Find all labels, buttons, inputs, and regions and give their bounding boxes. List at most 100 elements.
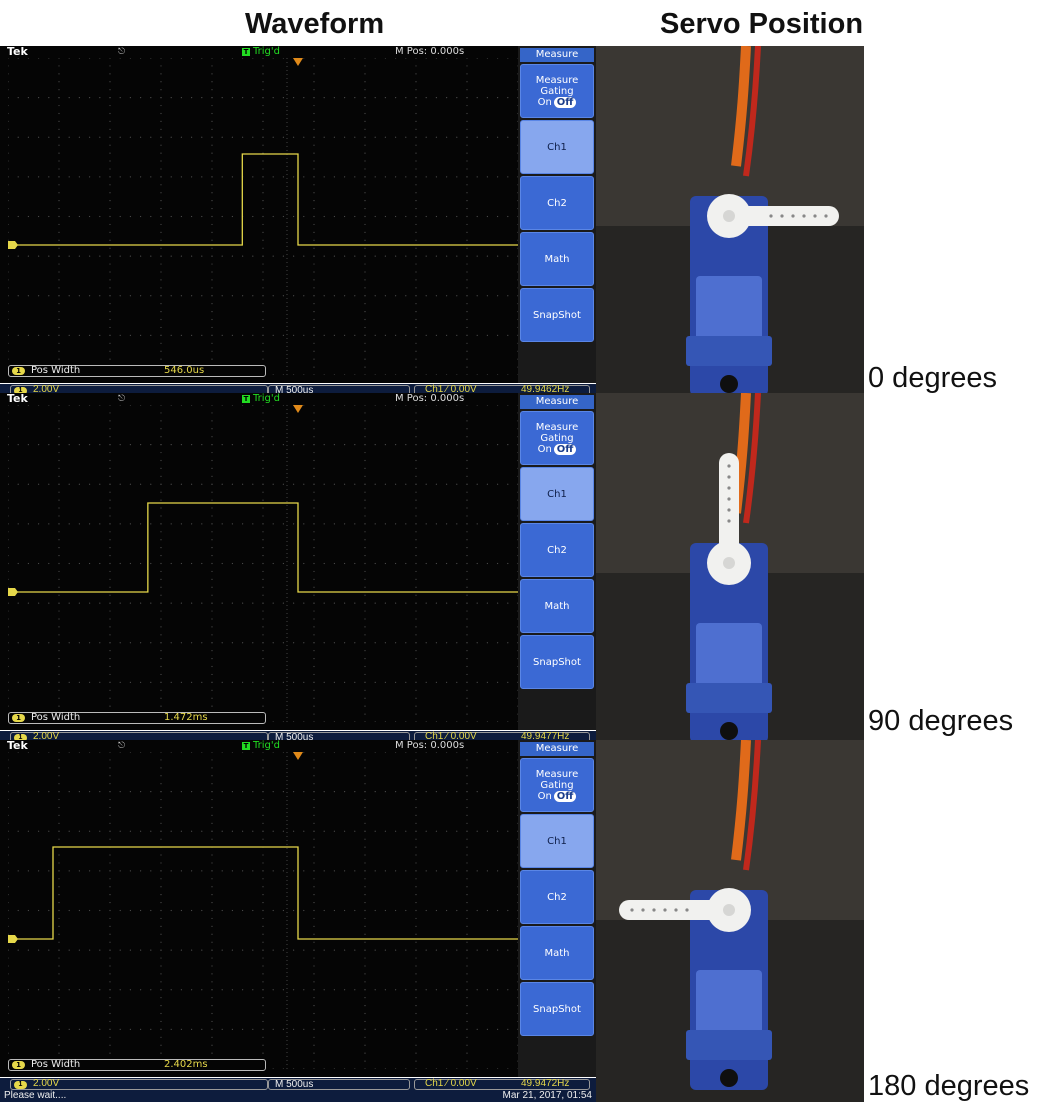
- grid-dot: [58, 767, 60, 769]
- ch1-button[interactable]: Ch1: [520, 814, 594, 868]
- grid-dot: [160, 255, 162, 257]
- horn-hole: [727, 475, 731, 479]
- grid-dot: [170, 405, 172, 406]
- grid-dot: [476, 791, 478, 793]
- math-button[interactable]: Math: [520, 926, 594, 980]
- ch1-button[interactable]: Ch1: [520, 120, 594, 174]
- grid-dot: [160, 878, 162, 880]
- grid-dot: [415, 602, 417, 604]
- grid-dot: [109, 981, 111, 983]
- grid-dot: [517, 626, 518, 628]
- grid-dot: [262, 578, 264, 580]
- snapshot-button[interactable]: SnapShot: [520, 635, 594, 689]
- grid-dot: [293, 602, 295, 604]
- measure-gating-button[interactable]: Measure Gating On Off: [520, 64, 594, 118]
- grid-dot: [38, 295, 40, 297]
- grid-dot: [262, 97, 264, 99]
- grid-dot: [282, 334, 284, 336]
- grid-dot: [282, 136, 284, 138]
- snapshot-button[interactable]: SnapShot: [520, 982, 594, 1036]
- grid-dot: [364, 1028, 366, 1030]
- grid-dot: [262, 144, 264, 146]
- snapshot-button[interactable]: SnapShot: [520, 288, 594, 342]
- grid-dot: [109, 358, 111, 360]
- grid-dot: [58, 303, 60, 305]
- servo-image: [596, 46, 864, 408]
- grid-dot: [517, 989, 518, 991]
- grid-dot: [89, 97, 91, 99]
- grid-dot: [313, 1052, 315, 1054]
- grid-dot: [109, 941, 111, 943]
- grid-dot: [58, 901, 60, 904]
- grid-dot: [231, 602, 233, 604]
- grid-dot: [170, 830, 172, 832]
- grid-dot: [354, 721, 356, 722]
- ch2-button[interactable]: Ch2: [520, 523, 594, 577]
- grid-dot: [8, 192, 9, 194]
- gating-toggle[interactable]: On Off: [538, 96, 577, 108]
- math-button[interactable]: Math: [520, 232, 594, 286]
- measure-gating-button[interactable]: Measure Gating On Off: [520, 411, 594, 465]
- grid-dot: [109, 973, 111, 975]
- grid-dot: [313, 160, 315, 162]
- grid-dot: [303, 334, 305, 336]
- grid-dot: [58, 909, 60, 912]
- grid-dot: [364, 846, 366, 848]
- grid-dot: [109, 483, 111, 485]
- horn-hole: [824, 214, 828, 218]
- ch2-button[interactable]: Ch2: [520, 870, 594, 924]
- grid-dot: [38, 1028, 40, 1030]
- grid-dot: [405, 444, 407, 446]
- grid-dot: [415, 483, 417, 485]
- measure-gating-button[interactable]: Measure Gating On Off: [520, 758, 594, 812]
- ch1-button[interactable]: Ch1: [520, 467, 594, 521]
- grid-dot: [8, 1005, 9, 1007]
- gating-toggle[interactable]: On Off: [538, 443, 577, 455]
- math-button[interactable]: Math: [520, 579, 594, 633]
- grid-dot: [8, 846, 9, 848]
- grid-dot: [17, 989, 19, 991]
- grid-dot: [150, 334, 152, 336]
- grid-dot: [415, 499, 417, 501]
- grid-dot: [333, 721, 335, 722]
- grid-dot: [160, 207, 162, 210]
- grid-dot: [415, 783, 417, 785]
- grid-dot: [252, 58, 254, 59]
- grid-dot: [8, 886, 9, 888]
- grid-dot: [252, 136, 254, 138]
- grid-dot: [109, 965, 111, 967]
- grid-dot: [364, 467, 366, 469]
- grid-dot: [517, 949, 518, 951]
- grid-dot: [8, 578, 9, 580]
- grid-dot: [109, 271, 111, 273]
- gating-toggle[interactable]: On Off: [538, 790, 577, 802]
- grid-dot: [109, 894, 111, 896]
- grid-dot: [446, 949, 448, 951]
- grid-dot: [8, 444, 9, 446]
- grid-dot: [456, 255, 458, 257]
- grid-dot: [191, 255, 193, 257]
- grid-dot: [109, 759, 111, 761]
- ch2-button[interactable]: Ch2: [520, 176, 594, 230]
- grid-dot: [160, 949, 162, 951]
- grid-dot: [435, 97, 437, 99]
- grid-dot: [129, 830, 131, 832]
- grid-dot: [262, 303, 264, 305]
- grid-dot: [262, 562, 264, 565]
- grid-dot: [109, 58, 111, 59]
- grid-dot: [354, 602, 356, 604]
- grid-dot: [8, 136, 9, 138]
- grid-dot: [231, 136, 233, 138]
- grid-dot: [466, 247, 468, 249]
- grid-dot: [58, 1020, 60, 1023]
- grid-dot: [313, 176, 315, 178]
- grid-dot: [497, 444, 499, 446]
- grid-dot: [517, 444, 518, 446]
- grid-dot: [466, 814, 468, 816]
- grid-dot: [466, 721, 468, 722]
- grid-dot: [313, 925, 315, 927]
- servo-wire-red: [743, 46, 761, 177]
- grid-dot: [211, 467, 213, 469]
- grid-dot: [109, 650, 111, 652]
- grid-dot: [333, 255, 335, 257]
